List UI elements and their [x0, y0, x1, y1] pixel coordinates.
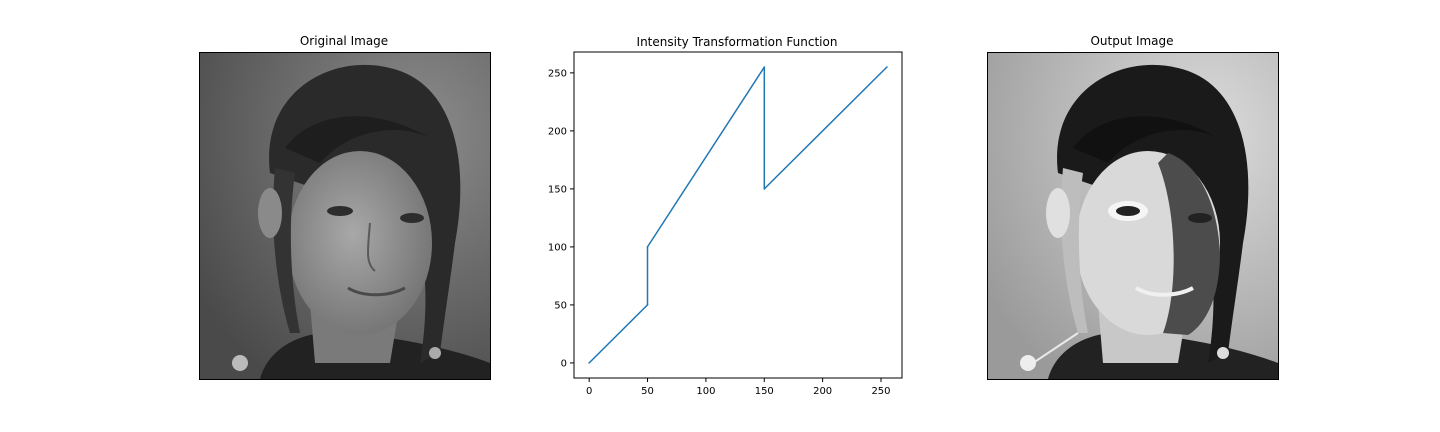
data-point: [588, 362, 590, 364]
y-tick-label: 200: [548, 126, 567, 137]
data-point: [886, 66, 888, 68]
series-line: [588, 66, 888, 364]
original-image: [199, 52, 491, 380]
data-points: [588, 66, 888, 364]
x-ticks: 0 50 100 150 200 250: [586, 378, 891, 397]
output-image-title: Output Image: [1090, 34, 1174, 48]
y-tick-label: 250: [548, 68, 567, 79]
data-point: [763, 66, 766, 68]
x-tick-label: 50: [641, 386, 654, 397]
original-portrait-photo: [200, 53, 490, 379]
x-tick-label: 250: [871, 386, 890, 397]
x-tick-label: 200: [813, 386, 832, 397]
x-tick-label: 0: [586, 386, 592, 397]
data-point: [646, 246, 649, 248]
chart-title: Intensity Transformation Function: [637, 35, 838, 49]
output-portrait-photo: [988, 53, 1278, 379]
output-image: [987, 52, 1279, 380]
y-tick-label: 0: [561, 358, 567, 369]
original-image-title: Original Image: [299, 34, 389, 48]
x-tick-label: 100: [696, 386, 715, 397]
chart-axes-frame: [573, 51, 903, 379]
y-tick-label: 150: [548, 184, 567, 195]
y-tick-label: 50: [554, 300, 567, 311]
data-point: [646, 304, 649, 306]
y-tick-label: 100: [548, 242, 567, 253]
y-ticks: 0 50 100 150 200 250: [548, 68, 574, 369]
x-tick-label: 150: [755, 386, 774, 397]
data-point: [763, 188, 766, 190]
